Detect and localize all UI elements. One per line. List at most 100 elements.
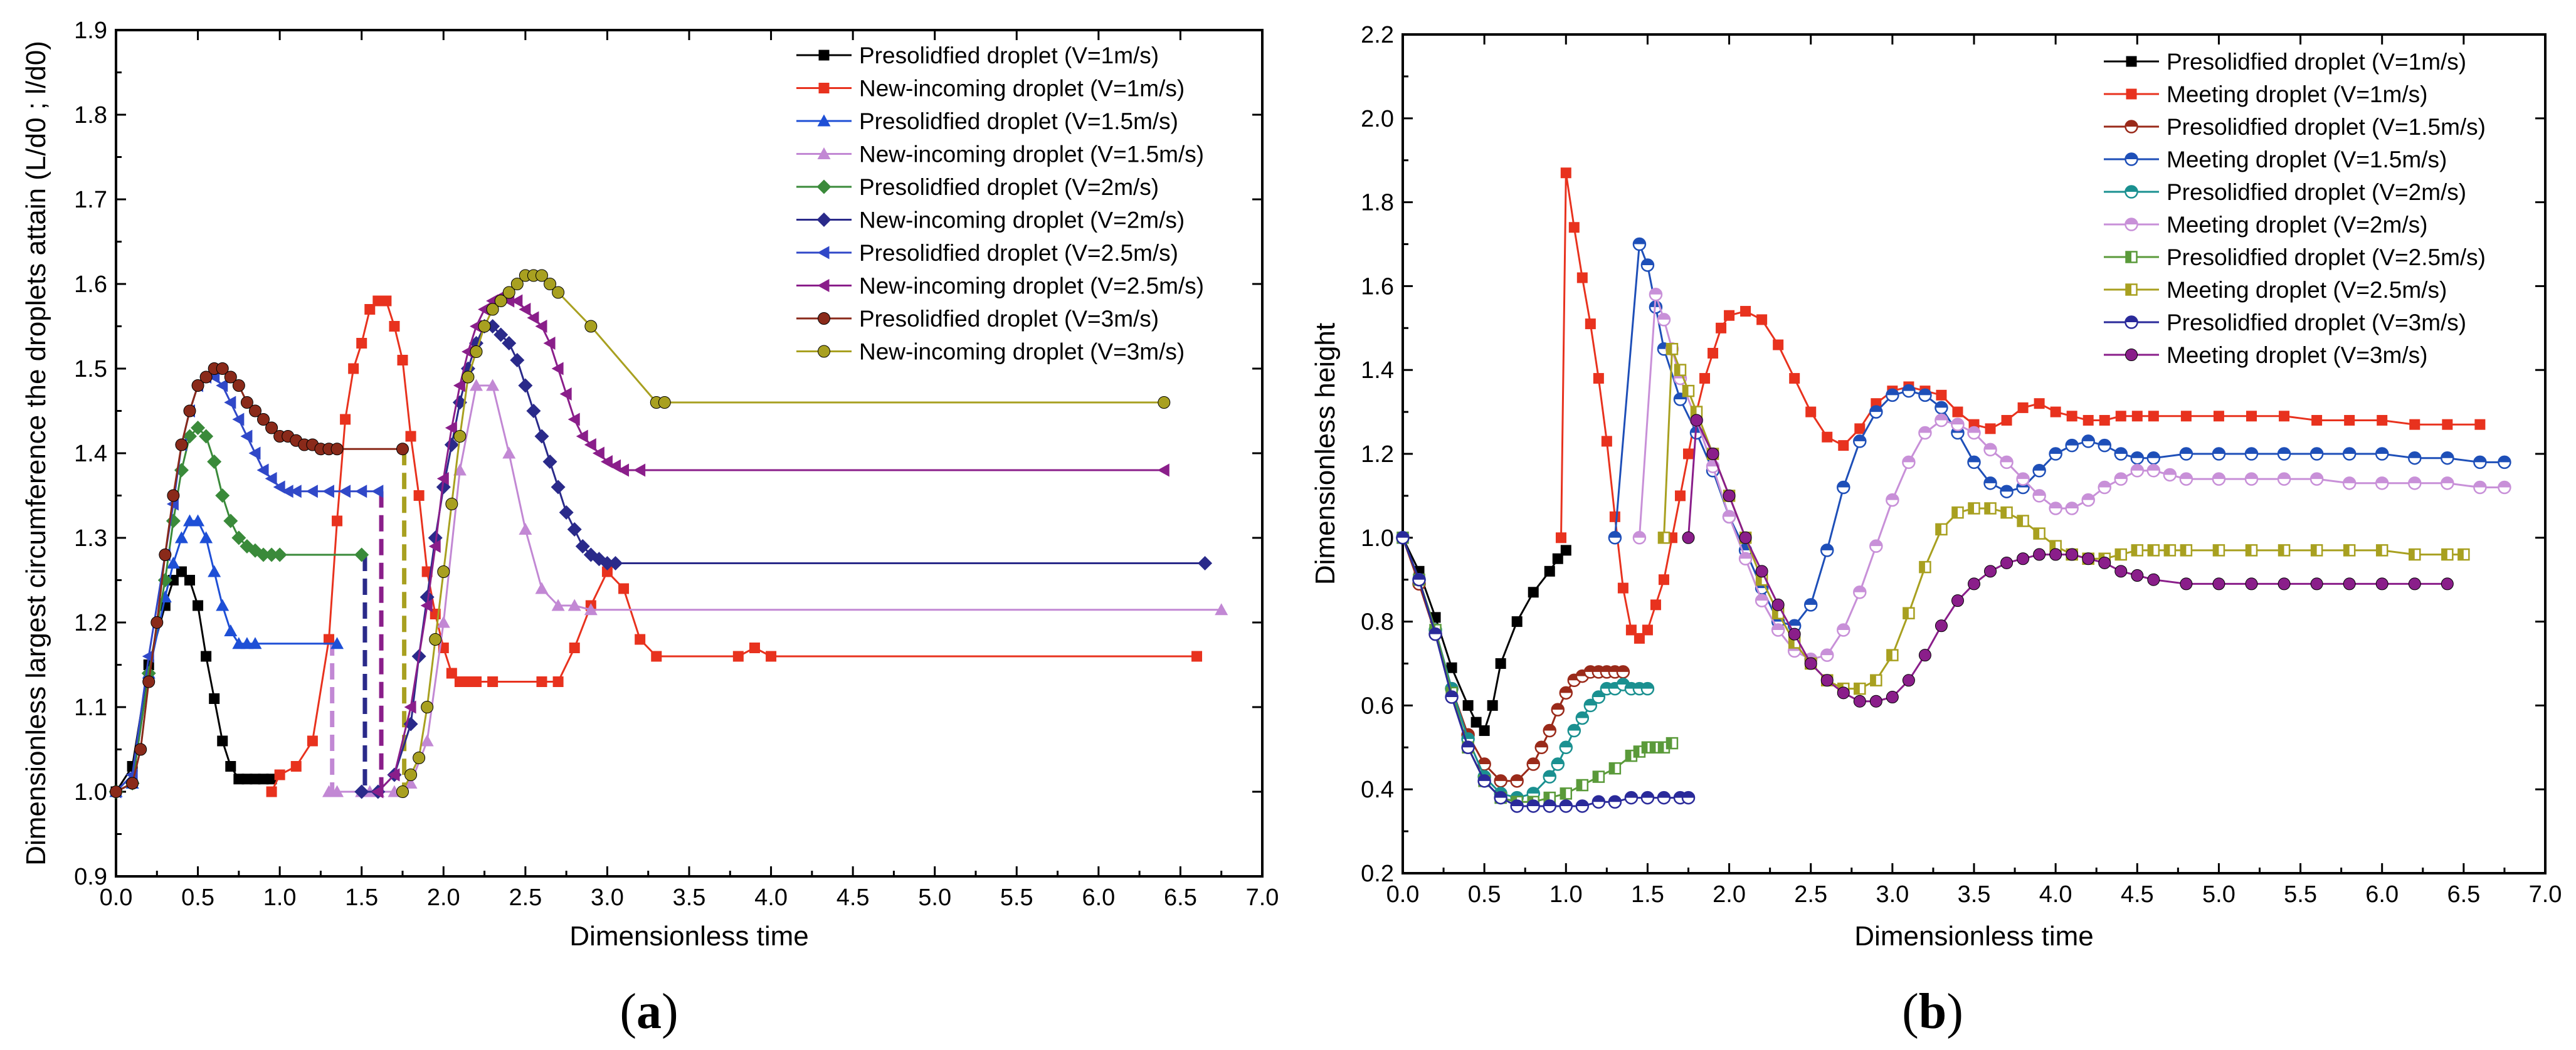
x-tick-label: 4.0 xyxy=(754,885,788,911)
data-point xyxy=(1805,406,1817,417)
data-point xyxy=(1951,417,1965,431)
panel-label-a: (a) xyxy=(620,984,678,1039)
x-tick-label: 1.5 xyxy=(1631,881,1664,908)
data-point xyxy=(1632,531,1647,545)
y-tick-label: 1.4 xyxy=(1361,357,1394,384)
data-point xyxy=(256,547,271,562)
data-point xyxy=(567,599,581,611)
data-point xyxy=(2408,451,2422,465)
y-tick-label: 1.2 xyxy=(1361,441,1394,468)
data-point xyxy=(510,294,523,308)
data-point xyxy=(2377,414,2388,426)
data-point xyxy=(2065,501,2079,515)
y-tick-label: 1.9 xyxy=(74,18,107,44)
data-point xyxy=(272,547,287,562)
data-point xyxy=(421,701,434,713)
data-point xyxy=(1625,624,1637,636)
data-point xyxy=(2001,414,2012,426)
series-line xyxy=(1687,416,2447,703)
data-point xyxy=(2099,414,2110,426)
y-tick-label: 1.6 xyxy=(1361,273,1394,300)
data-point xyxy=(1616,678,1630,691)
legend-marker xyxy=(2125,218,2138,231)
x-tick-label: 0.5 xyxy=(181,885,214,911)
data-point xyxy=(199,370,213,384)
data-point xyxy=(1665,737,1679,750)
data-point xyxy=(1983,476,1997,490)
data-point xyxy=(1837,623,1850,637)
legend-item: Presolidfied droplet (V=2m/s) xyxy=(2104,179,2466,205)
data-point xyxy=(2000,556,2014,569)
x-axis-title-b: Dimensionless time xyxy=(1854,921,2093,952)
y-tick-label: 1.5 xyxy=(74,356,107,382)
data-point xyxy=(1494,774,1507,788)
data-point xyxy=(1771,598,1785,611)
data-point xyxy=(453,379,465,392)
legend-marker xyxy=(817,147,831,159)
data-point xyxy=(290,761,302,772)
data-point xyxy=(471,676,482,687)
series-9 xyxy=(110,362,409,798)
data-point xyxy=(184,575,196,585)
data-point xyxy=(1690,406,1703,418)
data-point xyxy=(1462,700,1474,711)
data-point xyxy=(1838,440,1849,451)
data-point xyxy=(1495,658,1506,669)
series-8 xyxy=(371,290,1169,799)
data-point xyxy=(1568,222,1580,233)
data-point xyxy=(592,446,604,460)
data-point xyxy=(535,269,548,282)
legend-marker xyxy=(818,50,830,61)
legend-label: Presolidfied droplet (V=3m/s) xyxy=(2167,310,2466,335)
data-point xyxy=(2148,411,2159,422)
data-point xyxy=(372,295,384,307)
data-point xyxy=(2180,411,2192,422)
data-point xyxy=(584,320,598,333)
data-point xyxy=(1560,545,1571,556)
data-point xyxy=(618,583,630,594)
legend-label: Meeting droplet (V=2m/s) xyxy=(2167,212,2427,238)
data-point xyxy=(2474,419,2486,430)
series-line xyxy=(377,295,1164,793)
data-point xyxy=(608,556,623,570)
data-point xyxy=(396,443,409,456)
data-point xyxy=(2050,406,2061,417)
data-point xyxy=(1837,480,1850,495)
legend-label: Presolidfied droplet (V=2.5m/s) xyxy=(2167,244,2486,270)
legend-item: Meeting droplet (V=3m/s) xyxy=(2104,342,2427,368)
data-point xyxy=(2049,501,2062,515)
data-point xyxy=(2098,556,2111,569)
data-point xyxy=(413,490,425,501)
data-point xyxy=(2146,451,2161,465)
data-point xyxy=(1984,565,1997,578)
data-point xyxy=(1984,502,1997,515)
data-point xyxy=(201,651,212,662)
data-point xyxy=(2409,548,2421,561)
x-tick-label: 4.5 xyxy=(2121,881,2154,908)
data-point xyxy=(183,404,196,417)
chart-panel-a: 0.0 0.5 1.0 1.5 2.0 2.5 3.0 3.5 4.0 4.5 5.0 5.5 6.0 6… xyxy=(21,18,1279,1039)
data-point xyxy=(1593,373,1604,384)
data-point xyxy=(534,429,549,444)
data-point xyxy=(1935,401,1948,415)
data-point xyxy=(2408,476,2422,490)
data-point xyxy=(258,774,269,785)
data-point xyxy=(2180,577,2193,591)
legend-item: Presolidfied droplet (V=2m/s) xyxy=(796,174,1159,200)
data-point xyxy=(1740,306,1751,317)
data-point xyxy=(2342,476,2357,490)
data-point xyxy=(2034,398,2045,409)
data-point xyxy=(462,676,473,687)
data-point xyxy=(732,651,744,662)
data-point xyxy=(1820,648,1834,662)
data-point xyxy=(2033,548,2046,561)
data-point xyxy=(1967,426,1981,440)
x-tick-label: 2.5 xyxy=(1794,881,1827,908)
x-tick-label: 6.5 xyxy=(1164,885,1197,911)
data-point xyxy=(2441,548,2454,561)
data-point xyxy=(1555,532,1566,543)
data-point xyxy=(749,643,760,653)
legend-label: Presolidfied droplet (V=2m/s) xyxy=(2167,179,2466,205)
legend-item: Presolidfied droplet (V=2.5m/s) xyxy=(796,240,1178,266)
data-point xyxy=(330,785,344,797)
